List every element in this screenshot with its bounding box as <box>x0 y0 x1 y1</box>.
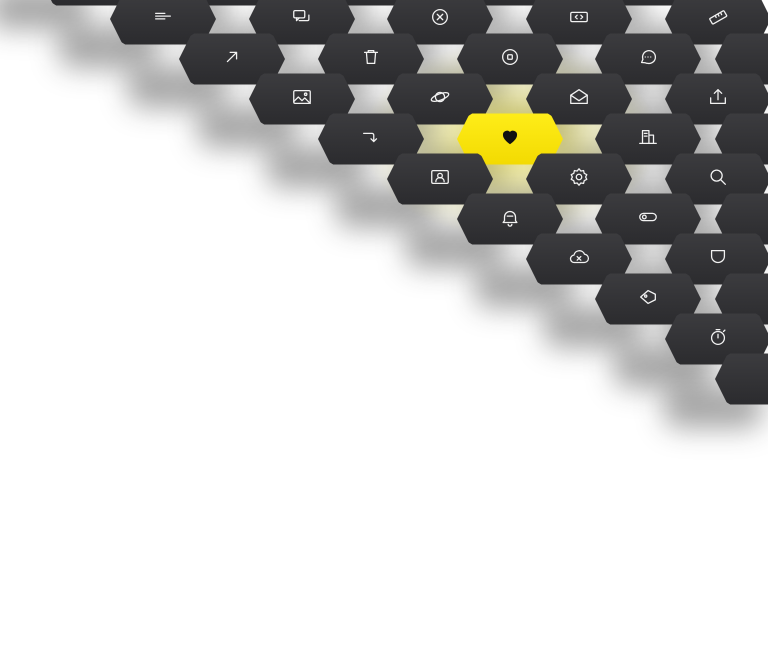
stopwatch-icon <box>707 326 729 352</box>
code-box-icon <box>568 6 590 32</box>
upload-icon <box>707 86 729 112</box>
trash-icon <box>360 46 382 72</box>
tag-icon <box>637 286 659 312</box>
heart-icon <box>499 126 521 152</box>
mail-open-icon <box>568 86 590 112</box>
ruler-icon <box>707 6 729 32</box>
key-blank[interactable] <box>318 0 424 6</box>
search-icon <box>707 166 729 192</box>
settings-icon <box>568 166 590 192</box>
toggle-icon <box>637 206 659 232</box>
close-circle-icon <box>429 6 451 32</box>
key-blank[interactable] <box>457 0 563 6</box>
bell-icon <box>499 206 521 232</box>
menu-lines-icon <box>152 6 174 32</box>
city-icon <box>637 126 659 152</box>
arrow-up-right-icon <box>221 46 243 72</box>
comment-dots-icon <box>637 46 659 72</box>
contact-card-icon <box>429 166 451 192</box>
key-blank[interactable] <box>595 0 701 6</box>
chat-bubbles-icon <box>291 6 313 32</box>
cloud-off-icon <box>568 246 590 272</box>
planet-icon <box>429 86 451 112</box>
image-icon <box>291 86 313 112</box>
turn-down-right-icon <box>360 126 382 152</box>
record-circle-icon <box>499 46 521 72</box>
key-blank[interactable] <box>179 0 285 6</box>
key-blank[interactable] <box>715 353 768 405</box>
shield-icon <box>707 246 729 272</box>
key-blank[interactable] <box>41 0 147 6</box>
